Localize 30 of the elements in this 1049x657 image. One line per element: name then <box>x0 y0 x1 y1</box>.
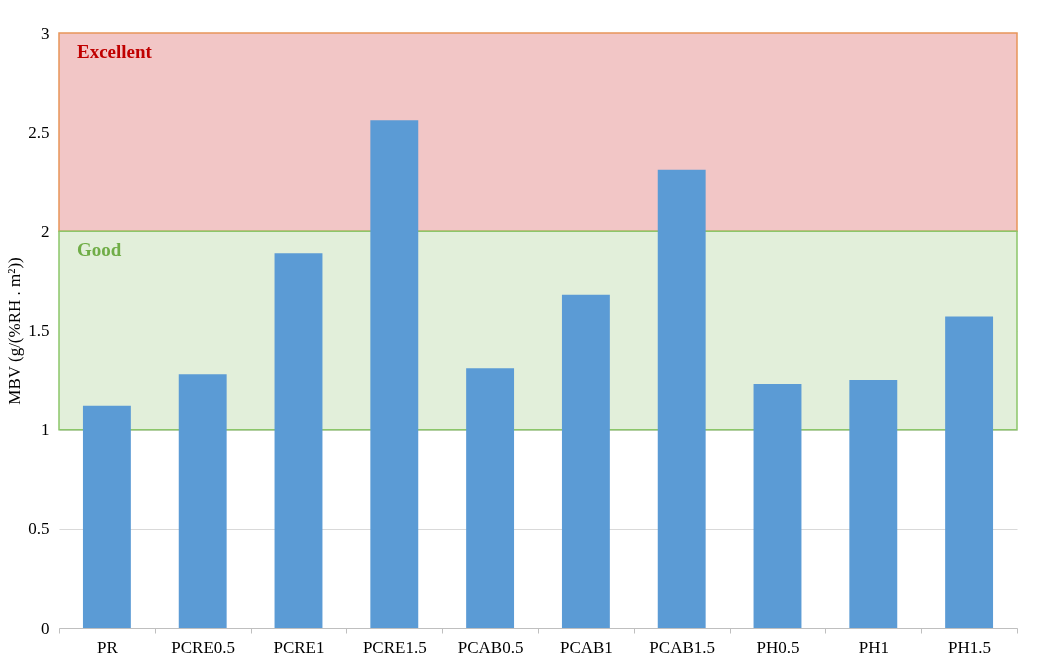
x-tick-label: PCAB1 <box>559 637 613 657</box>
x-tick-label: PCRE0.5 <box>171 637 236 657</box>
band-label: Excellent <box>77 41 153 62</box>
x-tick-label: PH1.5 <box>948 637 992 657</box>
y-tick-label: 1 <box>41 420 50 440</box>
y-tick-label: 2.5 <box>28 122 50 142</box>
y-axis-title: MBV (g/(%RH . m²)) <box>5 257 25 405</box>
bar <box>561 294 610 628</box>
bar <box>753 384 802 628</box>
x-tick-label: PCRE1.5 <box>362 637 427 657</box>
bar <box>274 253 323 628</box>
x-tick-label: PR <box>97 637 119 657</box>
x-tick-label: PCAB0.5 <box>457 637 524 657</box>
bar <box>82 405 131 628</box>
band-label: Good <box>77 239 122 261</box>
y-tick-label: 1.5 <box>28 321 50 340</box>
y-tick-label: 2 <box>41 221 50 241</box>
y-tick-label: 0 <box>41 618 50 638</box>
bar <box>466 368 515 628</box>
x-tick-label: PH1 <box>858 637 889 657</box>
y-tick-label: 3 <box>41 23 50 43</box>
bar <box>178 374 227 628</box>
x-tick-label: PH0.5 <box>756 637 800 657</box>
bar <box>657 169 706 628</box>
bar <box>849 380 898 628</box>
x-tick-label: PCRE1 <box>273 637 325 657</box>
y-tick-label: 0.5 <box>28 519 50 539</box>
x-tick-label: PCAB1.5 <box>649 637 716 657</box>
bar <box>945 316 994 628</box>
bar <box>370 120 419 628</box>
